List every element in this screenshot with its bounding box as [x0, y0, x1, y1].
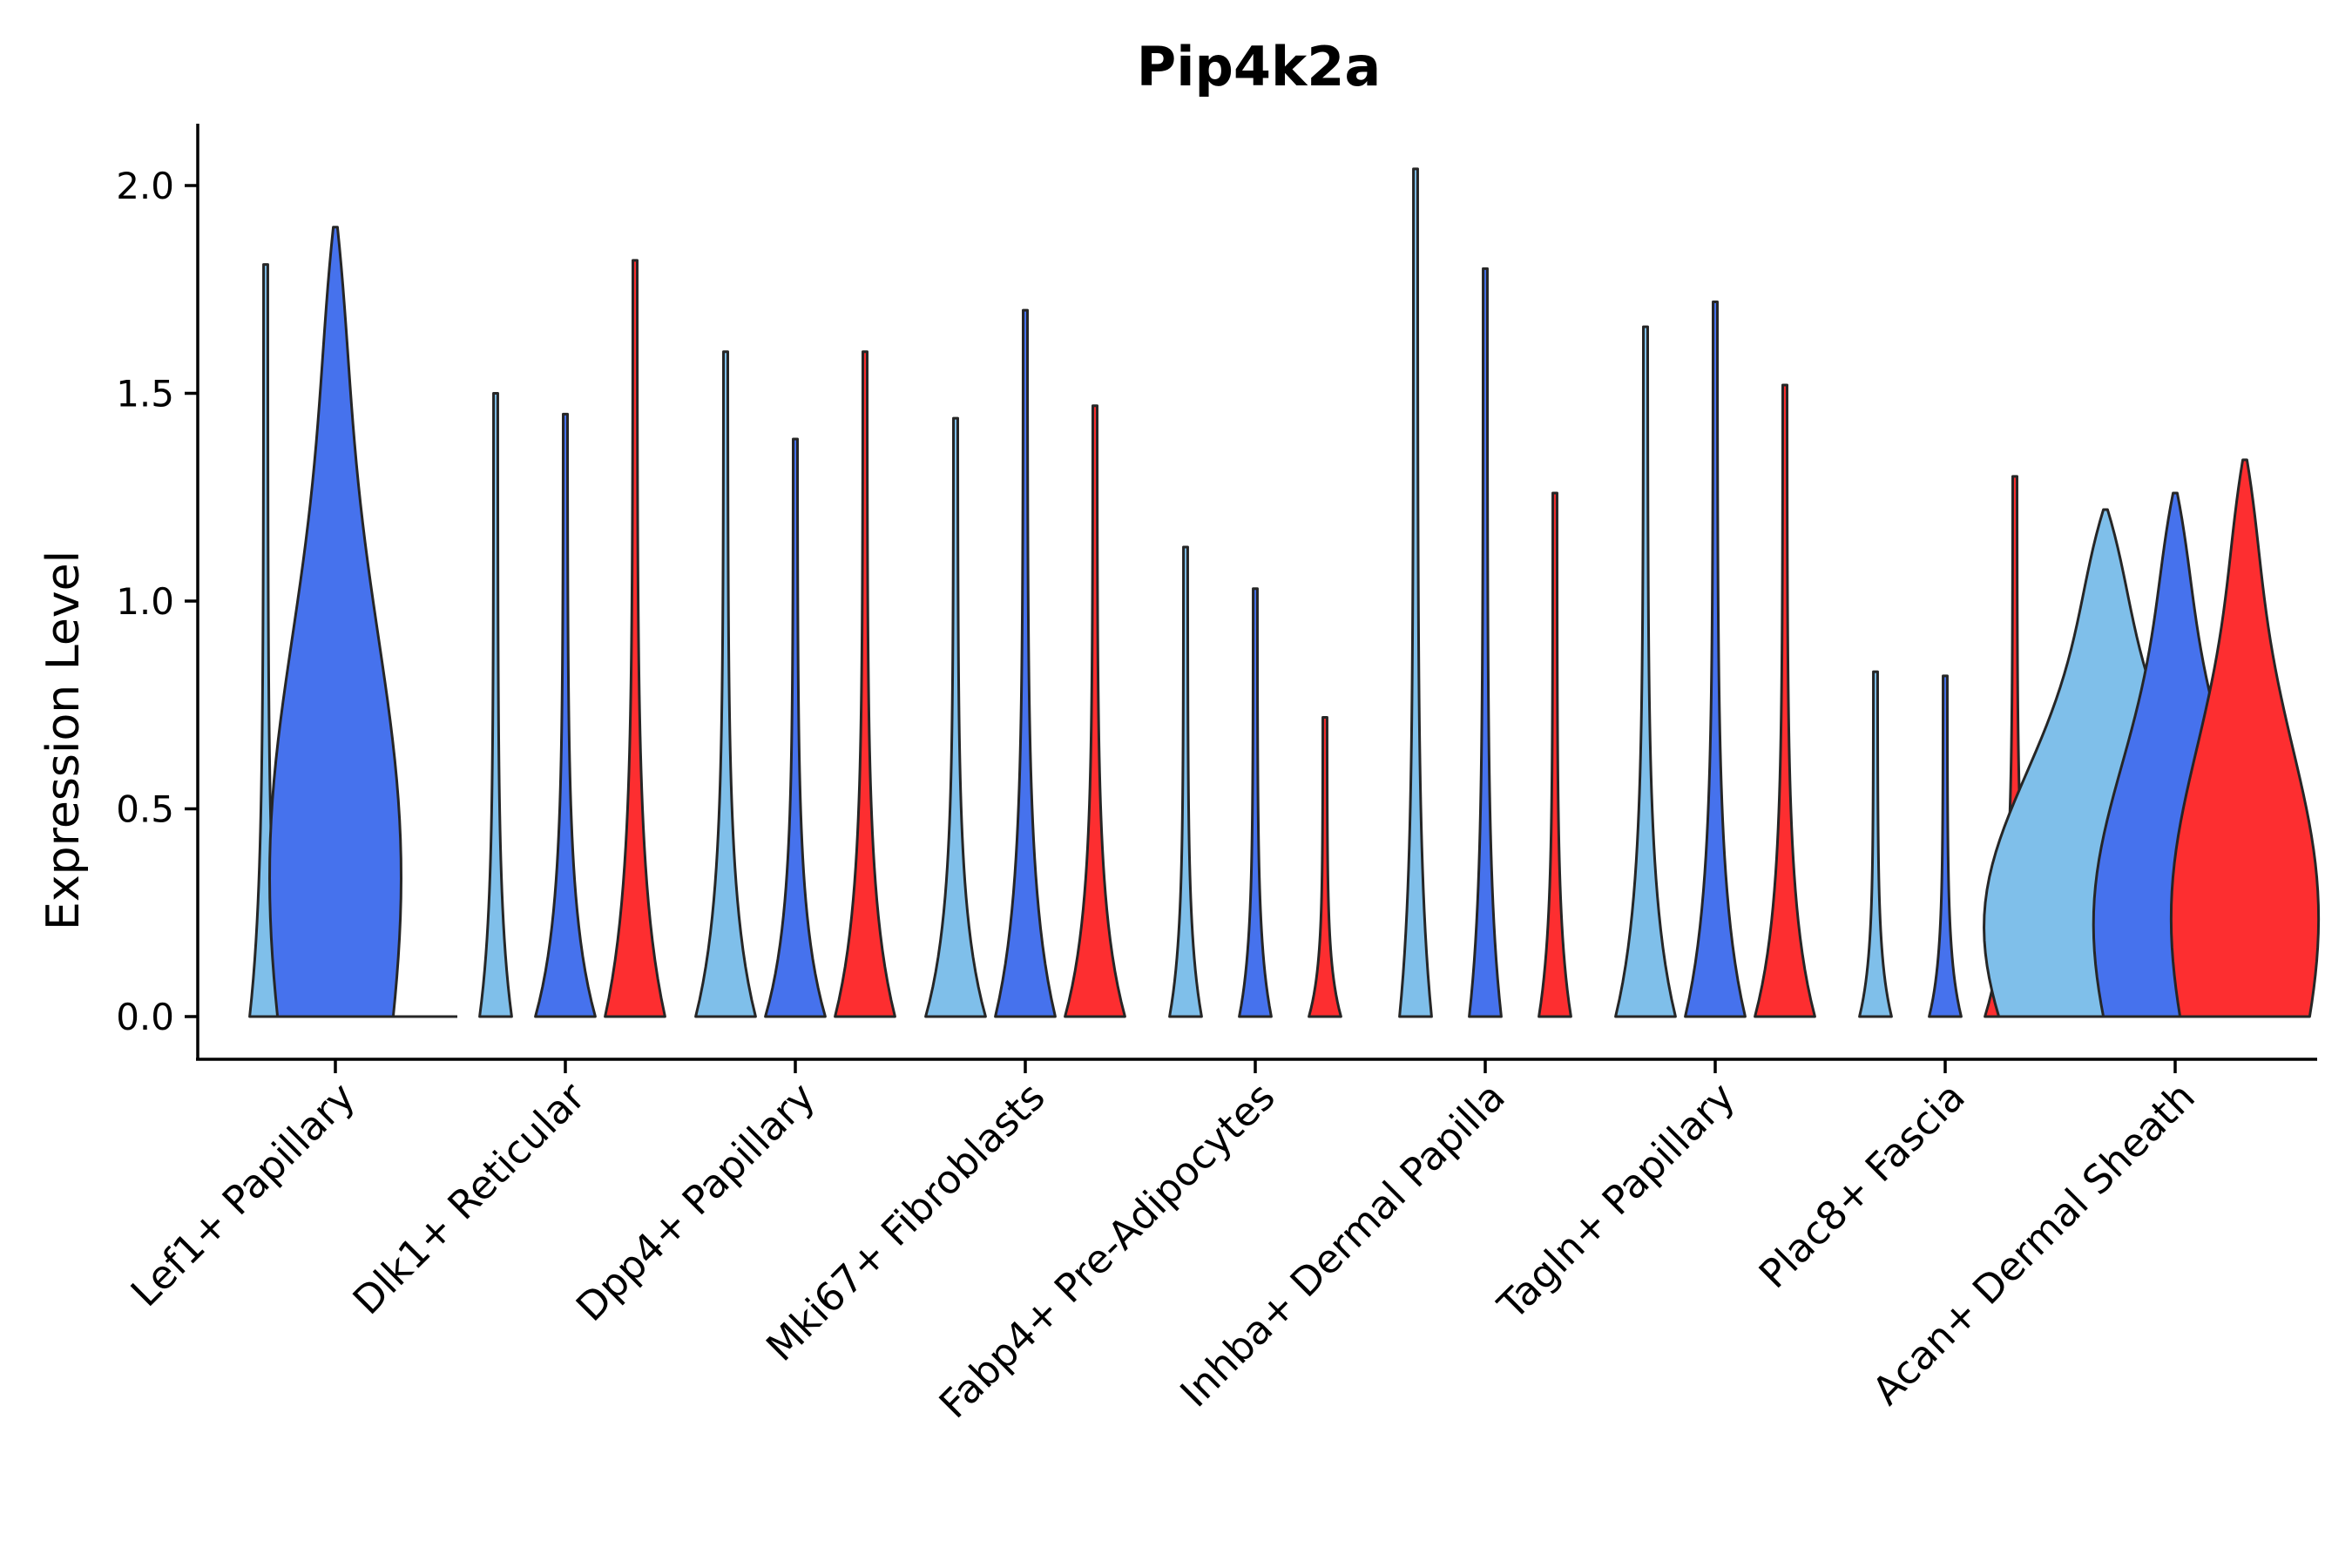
violin-fabp4-pre-adipocytes-group-1	[1238, 587, 1273, 1018]
y-tick-label: 0.5	[116, 788, 174, 831]
violin-lef1-papillary-group-0	[248, 263, 283, 1018]
violin-inhba-dermal-papilla-group-0	[1398, 167, 1433, 1018]
violin-fabp4-pre-adipocytes-group-2	[1308, 716, 1342, 1018]
violin-tagln-papillary-group-2	[1754, 383, 1816, 1018]
violins-group	[248, 167, 2321, 1018]
violin-tagln-papillary-group-1	[1684, 301, 1747, 1018]
x-tick-label: Dlk1+ Reticular	[344, 1073, 594, 1323]
violin-acan-dermal-sheath-group-2	[2169, 458, 2321, 1018]
violin-mki67-fibroblasts-group-0	[924, 416, 987, 1018]
x-tick-label: Dpp4+ Papillary	[567, 1073, 824, 1330]
violin-dlk1-reticular-group-0	[478, 392, 513, 1018]
violin-lef1-papillary-group-1	[268, 226, 402, 1018]
violin-tagln-papillary-group-0	[1614, 325, 1677, 1018]
x-tick-label: Plac8+ Fascia	[1750, 1073, 1974, 1297]
violin-inhba-dermal-papilla-group-1	[1468, 267, 1503, 1018]
y-axis-ticks: 0.0 0.5 1.0 1.5 2.0	[116, 165, 198, 1038]
violin-fabp4-pre-adipocytes-group-0	[1168, 545, 1203, 1018]
violin-mki67-fibroblasts-group-2	[1064, 404, 1126, 1018]
violin-dlk1-reticular-group-2	[604, 259, 666, 1018]
x-tick-label: Lef1+ Papillary	[122, 1073, 364, 1315]
violin-inhba-dermal-papilla-group-2	[1538, 491, 1572, 1018]
y-tick-label: 2.0	[116, 165, 174, 207]
x-tick-label: Tagln+ Papillary	[1489, 1073, 1744, 1328]
y-axis-label: Expression Level	[37, 551, 90, 930]
violin-plac8-fascia-group-1	[1928, 674, 1963, 1018]
violin-mki67-fibroblasts-group-1	[994, 308, 1057, 1018]
violin-dpp4-papillary-group-0	[694, 350, 757, 1018]
chart-title: Pip4k2a	[1137, 35, 1381, 98]
violin-dpp4-papillary-group-1	[764, 437, 827, 1018]
y-tick-label: 0.0	[116, 996, 174, 1038]
y-tick-label: 1.0	[116, 580, 174, 623]
violin-dpp4-papillary-group-2	[834, 350, 896, 1018]
y-tick-label: 1.5	[116, 373, 174, 416]
violin-dlk1-reticular-group-1	[534, 412, 597, 1018]
violin-plac8-fascia-group-0	[1858, 670, 1893, 1018]
